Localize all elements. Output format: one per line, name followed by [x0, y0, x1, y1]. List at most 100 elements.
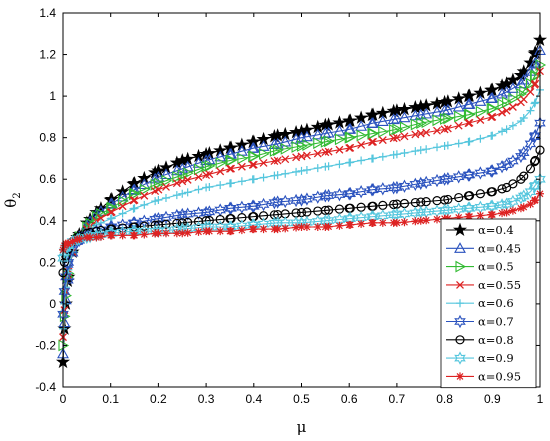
series-marker-8-42	[519, 203, 528, 212]
series-marker-1-8	[149, 172, 162, 184]
series-marker-0-7	[137, 170, 152, 185]
x-tick-label-4: 0.4	[245, 392, 262, 406]
series-marker-8-4	[107, 231, 116, 240]
data-point-2-1	[59, 310, 71, 323]
y-axis-label-main: θ	[2, 199, 20, 208]
series-marker-3-29	[378, 136, 387, 145]
series-marker-2-19	[269, 145, 281, 157]
y-tick-label-9: 1.4	[39, 6, 56, 20]
legend-label-6: α=0.8	[478, 333, 514, 347]
legend-label-2: α=0.5	[478, 260, 514, 274]
series-marker-5-43	[528, 130, 541, 144]
series-marker-3-25	[335, 145, 344, 154]
data-point-2-15	[273, 144, 284, 157]
series-marker-8-6	[129, 231, 138, 240]
series-marker-4-25	[335, 160, 344, 169]
series-marker-2-43	[530, 70, 541, 83]
series-marker-3-7	[140, 191, 149, 200]
legend-label-1: α=0.45	[478, 241, 521, 255]
series-marker-8-13	[205, 227, 214, 236]
series-marker-8-31	[400, 218, 409, 227]
data-point-6-11	[177, 218, 187, 228]
series-marker-3-24	[324, 147, 333, 156]
series-marker-2-7	[139, 183, 151, 196]
data-point-7-6	[81, 230, 93, 245]
data-point-5-2	[60, 270, 72, 284]
series-marker-2-14	[215, 157, 227, 170]
series-marker-2-41	[508, 92, 520, 105]
series-marker-5-12	[192, 206, 205, 220]
series-marker-1-18	[257, 140, 270, 151]
data-point-3-27	[526, 87, 535, 96]
series-marker-1-32	[409, 109, 422, 121]
data-point-1-7	[90, 208, 103, 220]
series-marker-4-5	[118, 209, 127, 218]
series-marker-2-9	[161, 174, 173, 187]
series-marker-4-3	[96, 218, 105, 227]
series-marker-8-41	[508, 206, 517, 215]
series-marker-4-24	[324, 162, 333, 171]
series-marker-2-40	[497, 98, 509, 111]
data-point-7-27	[524, 184, 537, 199]
series-marker-3-23	[313, 149, 322, 158]
series-marker-1-28	[366, 117, 378, 128]
series-marker-2-12	[193, 163, 205, 176]
series-marker-1-43	[528, 57, 541, 69]
series-marker-5-24	[322, 188, 335, 203]
series-marker-8-34	[433, 215, 442, 224]
series-marker-4-33	[422, 145, 431, 154]
data-point-2-12	[201, 160, 213, 173]
series-marker-5-26	[344, 186, 357, 201]
series-marker-5-29	[377, 182, 389, 196]
series-marker-2-36	[454, 110, 465, 123]
series-marker-2-15	[226, 154, 238, 167]
series-marker-5-21	[290, 193, 302, 208]
series-marker-3-10	[172, 179, 181, 188]
series-marker-5-37	[463, 168, 476, 182]
series-marker-2-28	[367, 127, 379, 140]
legend-label-3: α=0.55	[478, 278, 521, 292]
legend-item-7: α=0.9	[446, 351, 514, 365]
series-marker-2-26	[345, 131, 357, 144]
series-marker-8-14	[216, 227, 225, 236]
x-tick-label-9: 0.9	[484, 392, 501, 406]
y-axis-label-sub: 2	[12, 192, 23, 198]
series-marker-1-31	[398, 111, 411, 123]
series-marker-6-40	[497, 184, 507, 194]
legend-item-4: α=0.6	[446, 296, 514, 310]
series-marker-4-12	[194, 185, 203, 194]
y-axis-label: θ2	[2, 192, 23, 207]
series-marker-8-2	[86, 233, 95, 242]
series-marker-3-19	[270, 157, 279, 166]
series-marker-5-36	[452, 170, 465, 184]
data-point-5-26	[515, 149, 527, 164]
series-marker-5-16	[236, 200, 248, 214]
series-marker-5-13	[203, 205, 216, 219]
series-marker-5-25	[333, 187, 346, 202]
series-marker-5-28	[366, 183, 378, 197]
data-point-6-26	[516, 174, 526, 184]
series-marker-5-23	[311, 190, 324, 204]
series-marker-5-15	[225, 201, 237, 215]
series-marker-8-27	[357, 219, 366, 228]
series-marker-3-41	[508, 103, 517, 111]
series-marker-2-6	[128, 188, 140, 201]
series-marker-2-16	[237, 152, 249, 165]
series-marker-8-40	[498, 209, 507, 218]
series-marker-2-34	[432, 114, 444, 127]
series-marker-8-12	[194, 227, 203, 236]
series-marker-0-16	[234, 137, 249, 151]
series-marker-4-16	[237, 177, 246, 186]
series-marker-4-37	[465, 137, 474, 146]
series-marker-6-38	[475, 189, 485, 199]
y-tick-label-8: 1.2	[39, 48, 56, 62]
series-marker-8-19	[270, 225, 279, 234]
data-point-1-17	[319, 127, 332, 139]
series-marker-8-30	[389, 218, 398, 227]
series-marker-4-29	[378, 152, 387, 161]
x-tick-label-7: 0.7	[389, 392, 406, 406]
series-marker-6-14	[215, 214, 225, 225]
legend-item-8: α=0.95	[446, 369, 521, 383]
series-marker-5-39	[485, 164, 498, 178]
series-marker-3-22	[302, 151, 311, 160]
